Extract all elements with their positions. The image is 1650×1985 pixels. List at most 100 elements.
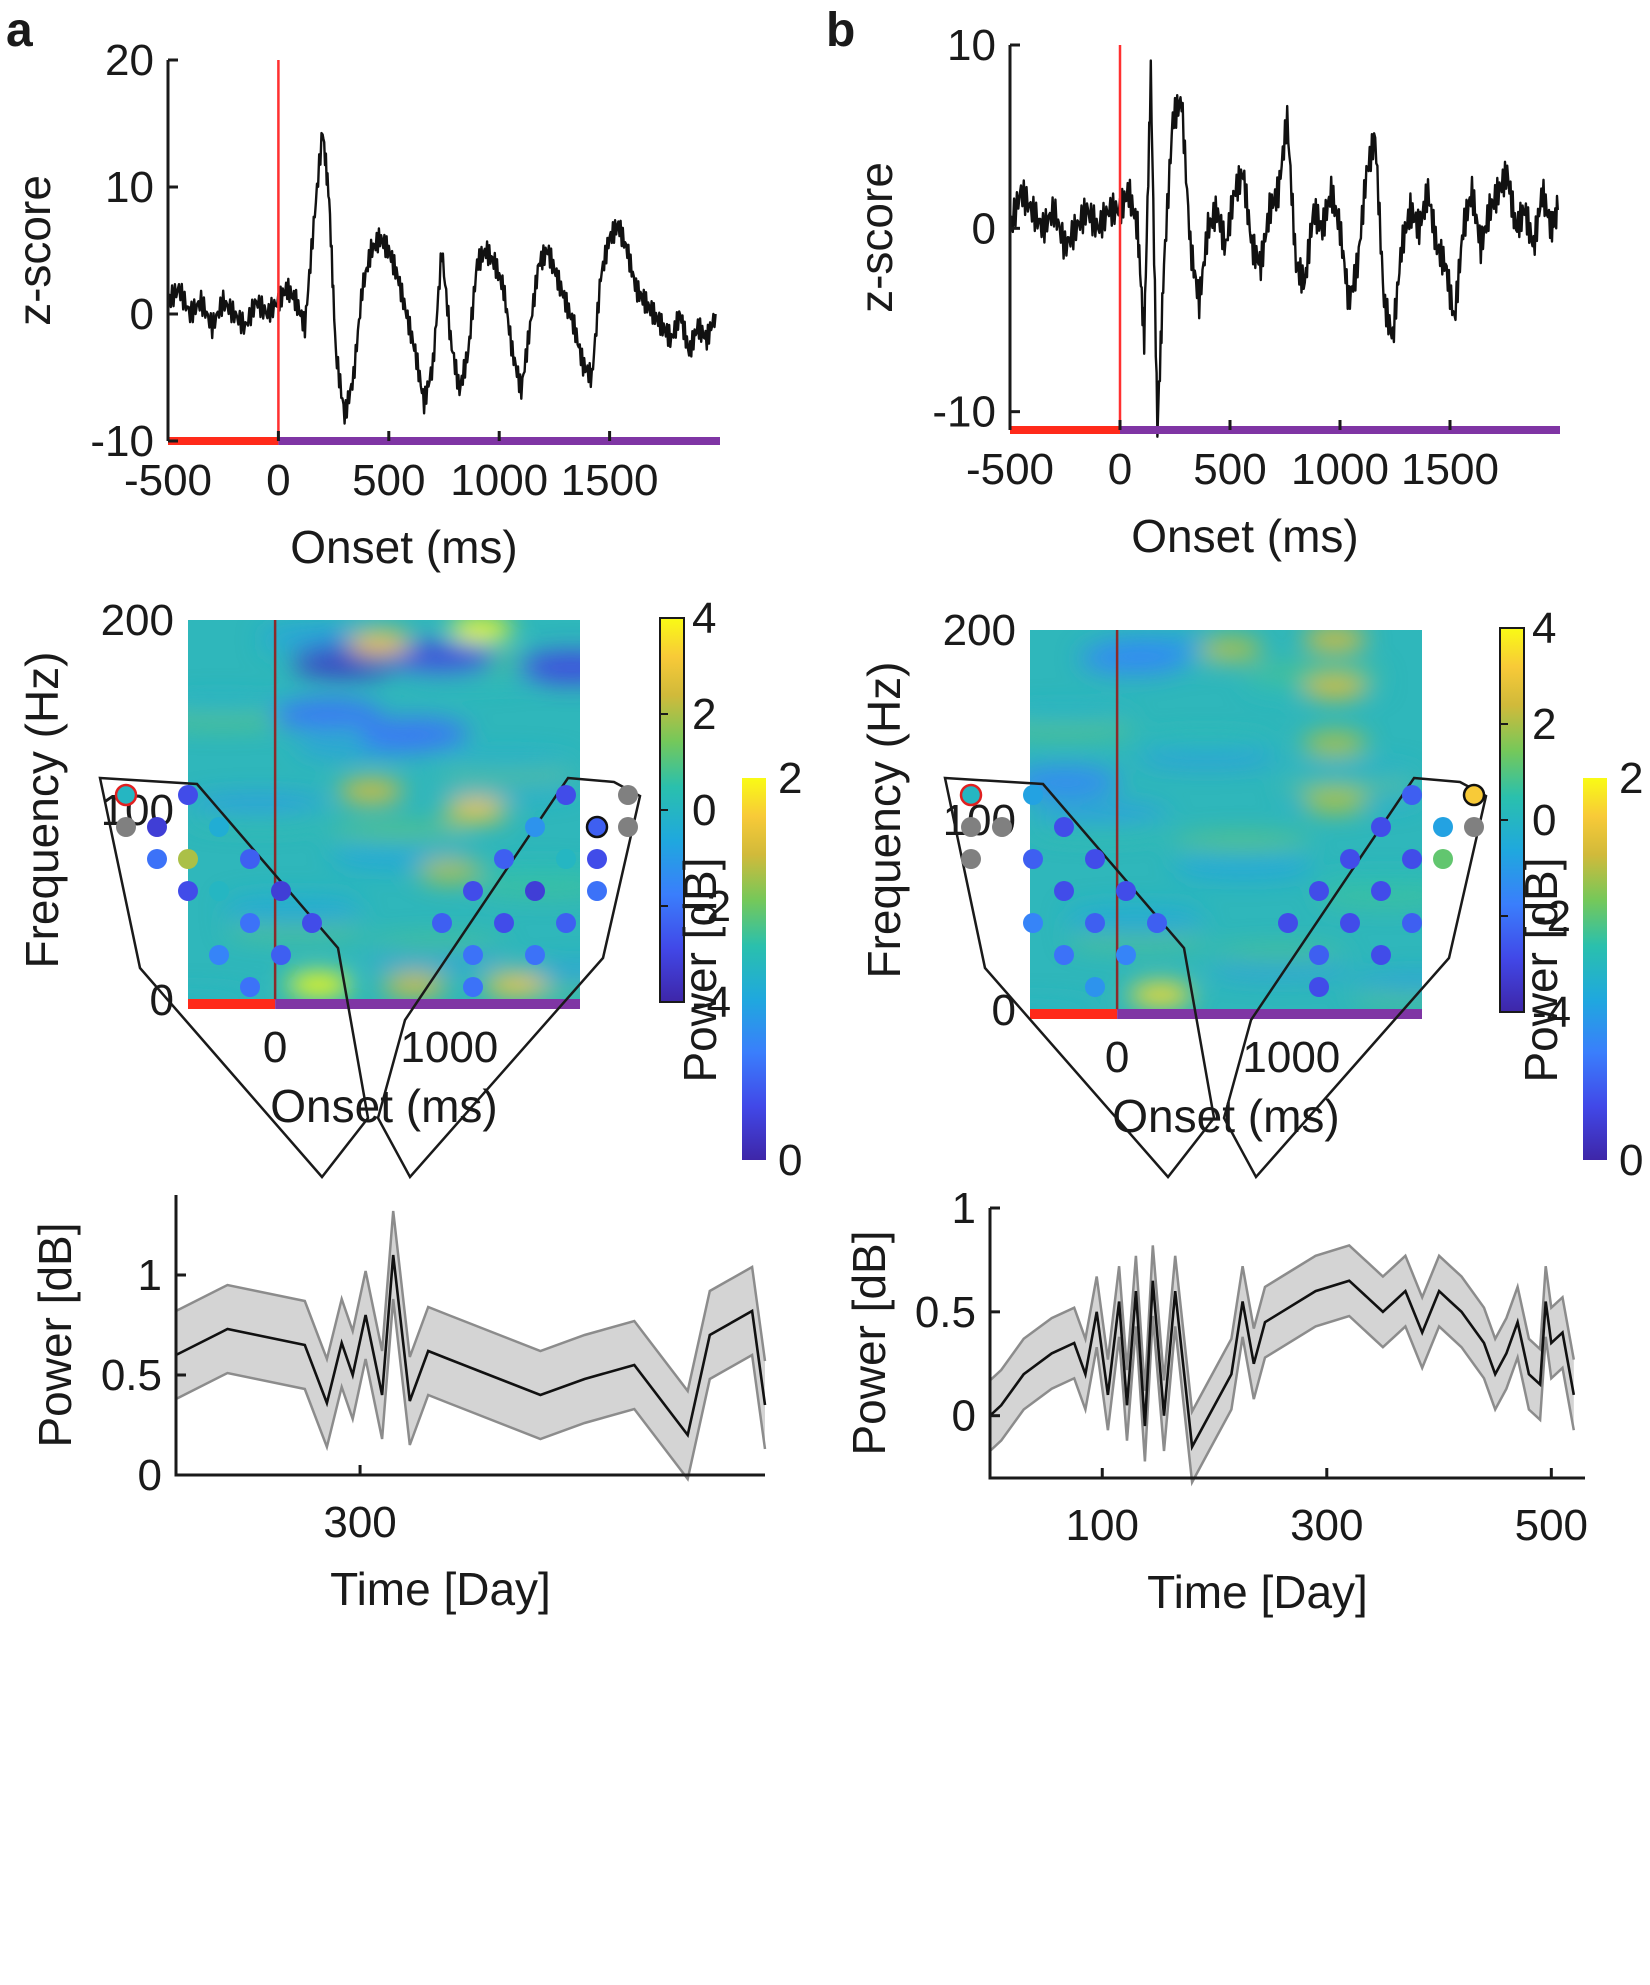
electrode bbox=[556, 785, 576, 805]
spectrogram-hot-spot bbox=[417, 858, 482, 883]
spectrogram-hot-spot bbox=[1302, 630, 1367, 652]
y-tick-label: -10 bbox=[932, 388, 996, 437]
electrode bbox=[1023, 913, 1043, 933]
spectrogram-texture bbox=[1208, 959, 1349, 978]
electrode bbox=[178, 881, 198, 901]
electrode bbox=[1054, 881, 1074, 901]
electrode bbox=[525, 881, 545, 901]
y-tick-label: 1 bbox=[138, 1251, 162, 1300]
spectrogram-texture bbox=[1171, 833, 1312, 852]
spectrogram-hot-spot bbox=[1302, 789, 1367, 813]
electrode bbox=[1371, 881, 1391, 901]
electrode bbox=[1309, 881, 1329, 901]
electrode bbox=[1309, 977, 1329, 997]
left-grid-outline bbox=[98, 776, 370, 1179]
electrode bbox=[556, 913, 576, 933]
colorbar bbox=[742, 778, 766, 1160]
mean-power-line bbox=[175, 1254, 767, 1439]
right-grid-outline bbox=[376, 776, 642, 1180]
y-tick-label: 0 bbox=[972, 204, 996, 253]
confidence-band bbox=[990, 1245, 1574, 1483]
x-tick-label: 1000 bbox=[1242, 1033, 1340, 1082]
electrode bbox=[271, 945, 291, 965]
zscore-trace bbox=[1008, 59, 1559, 438]
spectrogram-texture bbox=[1279, 776, 1420, 795]
x-tick-label: 1000 bbox=[450, 456, 548, 505]
x-axis-label: Onset (ms) bbox=[1112, 1090, 1339, 1142]
electrode bbox=[116, 817, 136, 837]
electrode bbox=[1085, 849, 1105, 869]
y-tick-label: 20 bbox=[105, 36, 154, 85]
spectrogram-hot-spot bbox=[1198, 637, 1263, 661]
colorbar-tick-label: -2 bbox=[1532, 892, 1571, 941]
colorbar-label: Power [dB] bbox=[1515, 858, 1567, 1083]
right-grid-outline bbox=[1222, 776, 1488, 1180]
x-tick-label: 1500 bbox=[1401, 445, 1499, 494]
electrode bbox=[961, 817, 981, 837]
x-tick-label: 500 bbox=[352, 456, 425, 505]
upper-bound-line bbox=[989, 1243, 1576, 1416]
spectrogram-texture bbox=[1137, 748, 1278, 767]
electrode bbox=[1340, 849, 1360, 869]
spectrogram-texture bbox=[224, 920, 365, 939]
x-tick-label: 100 bbox=[1066, 1501, 1139, 1550]
y-tick-label: 10 bbox=[105, 163, 154, 212]
electrode bbox=[209, 945, 229, 965]
x-axis-label: Onset (ms) bbox=[290, 521, 517, 573]
electrode bbox=[1116, 881, 1136, 901]
electrode bbox=[463, 881, 483, 901]
selected-electrode bbox=[114, 783, 138, 807]
spectrogram-hot-spot bbox=[286, 972, 351, 997]
zscore-trace bbox=[166, 131, 717, 425]
electrode bbox=[494, 849, 514, 869]
electrode bbox=[618, 785, 638, 805]
lower-bound-line bbox=[175, 1298, 767, 1482]
colorbar-tick-label: 0 bbox=[692, 786, 716, 835]
electrode bbox=[618, 817, 638, 837]
spectrogram-texture bbox=[188, 696, 292, 715]
electrode bbox=[209, 817, 229, 837]
electrode bbox=[1116, 945, 1136, 965]
left-grid-outline bbox=[943, 776, 1216, 1179]
y-tick-label: 1 bbox=[952, 1184, 976, 1233]
x-tick-label: 1000 bbox=[400, 1023, 498, 1072]
x-tick-label: 1000 bbox=[1291, 445, 1389, 494]
x-tick-label: 0 bbox=[266, 456, 290, 505]
x-tick-label: 0 bbox=[263, 1023, 287, 1072]
selected-electrode bbox=[1462, 783, 1486, 807]
spectrogram-cold-spot bbox=[1030, 766, 1120, 798]
electrode bbox=[147, 849, 167, 869]
electrode bbox=[587, 849, 607, 869]
zscore-plot-b: -500 0 500 1000 1500 -10 0 10 Onset (ms) z-scor… bbox=[850, 21, 1560, 562]
electrode bbox=[1054, 817, 1074, 837]
spectrogram-texture bbox=[1349, 974, 1422, 993]
mean-power-line bbox=[989, 1279, 1576, 1452]
electrode bbox=[525, 945, 545, 965]
spectrogram-texture bbox=[1030, 805, 1170, 824]
spectrogram-texture bbox=[435, 753, 576, 772]
electrode bbox=[432, 913, 452, 933]
electrode bbox=[1371, 945, 1391, 965]
x-tick-label: 1500 bbox=[561, 456, 659, 505]
colorbar-tick-label: -2 bbox=[692, 882, 731, 931]
y-axis-label: z-score bbox=[850, 162, 902, 313]
selected-electrode bbox=[959, 783, 983, 807]
y-tick-label: 10 bbox=[947, 21, 996, 70]
spectrogram-texture bbox=[188, 795, 328, 814]
electrode-map-a: 0 2 Power [dB] bbox=[98, 754, 802, 1185]
electrode bbox=[1402, 785, 1422, 805]
y-axis-label: Frequency (Hz) bbox=[16, 652, 68, 969]
colorbar-tick-label: 2 bbox=[1619, 754, 1643, 803]
spectrogram-hot-spot bbox=[338, 779, 403, 803]
electrode bbox=[1309, 945, 1329, 965]
spectrogram-hot-spot bbox=[1302, 675, 1367, 699]
spectrogram-cold-spot bbox=[516, 651, 580, 684]
colorbar-tick-label: 4 bbox=[692, 594, 716, 643]
spectrogram-hot-spot bbox=[1302, 732, 1367, 756]
spectrogram-texture bbox=[472, 865, 580, 884]
spectrogram-texture bbox=[330, 837, 471, 856]
electrode bbox=[302, 913, 322, 933]
y-axis-label: Frequency (Hz) bbox=[858, 662, 910, 979]
